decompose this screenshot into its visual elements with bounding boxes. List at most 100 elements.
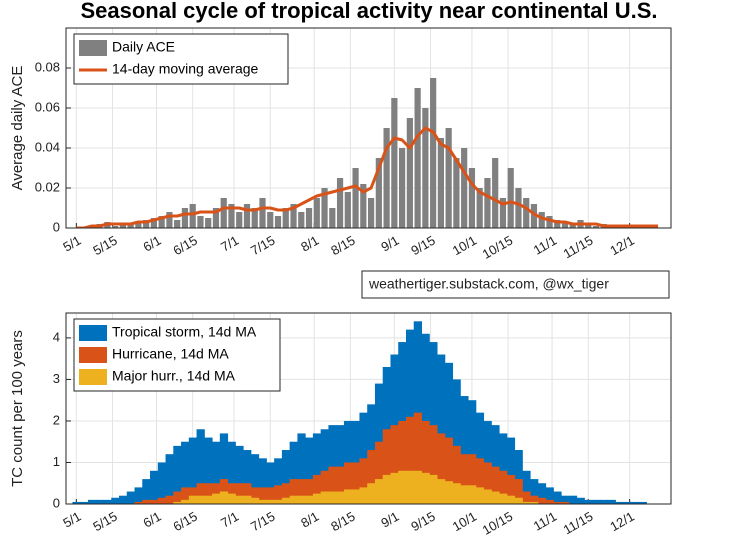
area-step <box>545 499 554 504</box>
area-step <box>305 437 314 504</box>
area-step <box>514 497 523 504</box>
area-step <box>421 333 430 504</box>
bar <box>321 188 328 228</box>
bar <box>360 184 367 228</box>
bar <box>236 212 243 228</box>
area-step <box>243 495 252 504</box>
area-step <box>499 493 508 504</box>
plot-area <box>76 78 659 228</box>
bar <box>538 212 545 228</box>
area-step <box>522 491 531 504</box>
area-step <box>157 462 167 504</box>
bar <box>515 188 522 228</box>
area-step <box>142 499 151 504</box>
area-step <box>429 474 438 504</box>
bar <box>585 224 592 228</box>
area-step <box>553 501 562 504</box>
bar <box>344 192 351 228</box>
area-step <box>328 491 337 504</box>
area-step <box>630 501 640 504</box>
area-step <box>429 425 438 504</box>
bar <box>205 218 212 228</box>
bar <box>158 216 165 228</box>
legend-label: Major hurr., 14d MA <box>112 368 236 384</box>
area-step <box>173 491 182 504</box>
area-step <box>289 479 298 504</box>
area-step <box>72 501 81 504</box>
legend-swatch <box>79 347 107 363</box>
area-step <box>468 400 477 504</box>
bar <box>305 208 313 228</box>
area-step <box>444 481 454 504</box>
area-step <box>281 483 291 504</box>
area-step <box>181 441 190 504</box>
area-step <box>196 483 205 504</box>
legend-label: Daily ACE <box>112 39 175 55</box>
bar <box>143 220 150 228</box>
area-step <box>514 450 523 504</box>
area-step <box>615 501 624 504</box>
area-step <box>413 470 423 504</box>
area-step <box>274 485 283 504</box>
area-step <box>437 433 446 504</box>
area-step <box>382 429 391 504</box>
area-step <box>281 450 291 504</box>
area-step <box>421 420 430 504</box>
area-step <box>142 479 151 504</box>
bar <box>197 216 204 228</box>
plot-frame <box>65 27 672 229</box>
area-step <box>250 497 260 504</box>
area-step <box>181 487 190 504</box>
area-step <box>134 487 143 504</box>
bar <box>453 158 460 228</box>
area-step <box>343 489 353 504</box>
bar <box>414 88 421 228</box>
area-step <box>250 454 260 504</box>
area-step <box>468 485 477 504</box>
area-step <box>227 441 236 504</box>
area-step <box>429 342 438 504</box>
bar <box>212 208 220 228</box>
area-step <box>320 429 329 504</box>
bar <box>507 168 514 228</box>
y-tick-label: 2 <box>53 412 60 427</box>
y-axis-label: Average daily ACE <box>9 66 26 191</box>
area-step <box>359 487 368 504</box>
bar <box>251 208 258 228</box>
area-step <box>95 499 104 504</box>
y-tick-label: 0.04 <box>35 139 60 154</box>
y-tick-label: 3 <box>53 371 60 386</box>
legend-box <box>73 318 281 392</box>
area-step <box>126 491 136 504</box>
area-step <box>235 445 244 504</box>
area-step <box>491 491 500 504</box>
bar <box>437 138 444 228</box>
area-step <box>460 454 469 504</box>
area-step <box>235 483 244 504</box>
bar <box>592 226 600 228</box>
area-step <box>328 466 337 504</box>
area-step <box>530 479 539 504</box>
bar <box>329 208 336 228</box>
area-step <box>119 495 128 504</box>
area-step <box>530 501 539 504</box>
area-step <box>413 412 423 504</box>
area-step <box>258 458 267 504</box>
bar <box>461 148 468 228</box>
area-step <box>506 474 516 504</box>
area-step <box>398 420 407 504</box>
bar <box>430 78 437 228</box>
area-step <box>468 454 477 504</box>
area-step <box>390 472 399 504</box>
area-step <box>452 445 461 504</box>
bar <box>445 128 452 228</box>
area-step <box>491 466 500 504</box>
area-step <box>382 474 391 504</box>
area-step <box>398 470 407 504</box>
area-step <box>235 495 244 504</box>
bar <box>298 212 305 228</box>
bar <box>367 198 375 228</box>
bar <box>352 168 359 228</box>
area-step <box>281 497 291 504</box>
bar <box>174 220 181 228</box>
